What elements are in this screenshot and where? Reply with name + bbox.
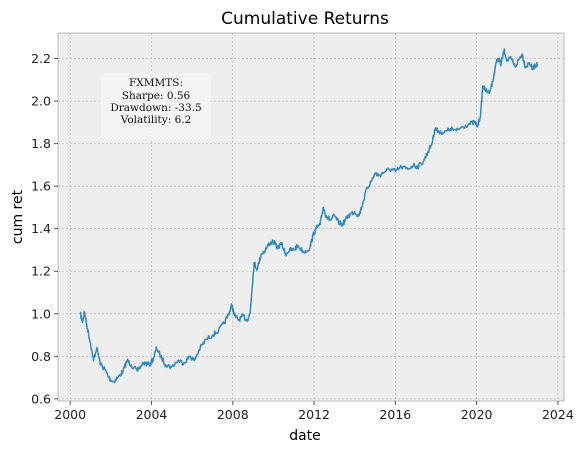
y-tick-label: 0.8: [31, 349, 51, 364]
x-tick-label: 2016: [379, 407, 411, 422]
stats-annotation-box: FXMMTS: Sharpe: 0.56 Drawdown: -33.5 Vol…: [101, 73, 211, 139]
y-tick-label: 1.2: [31, 264, 51, 279]
x-tick-label: 2008: [217, 407, 249, 422]
y-tick-label: 0.6: [31, 391, 51, 406]
y-tick-label: 1.8: [31, 136, 51, 151]
y-tick-label: 1.6: [31, 179, 51, 194]
stats-line-drawdown: Drawdown: -33.5: [110, 102, 201, 114]
y-tick-label: 2.0: [31, 94, 51, 109]
y-axis-ticks: 0.6 0.8 1.0 1.2 1.4 1.6 1.8 2.0 2.2: [31, 51, 58, 406]
x-tick-label: 2012: [298, 407, 330, 422]
y-tick-label: 2.2: [31, 51, 51, 66]
stats-line-sharpe: Sharpe: 0.56: [122, 90, 191, 102]
series-line: [79, 48, 539, 384]
x-axis-ticks: 2000 2004 2008 2012 2016 2020 2024: [54, 401, 574, 422]
grid-lines: [58, 33, 564, 401]
x-tick-label: 2000: [54, 407, 86, 422]
stats-annotation-background: [101, 73, 211, 139]
x-tick-label: 2020: [461, 407, 493, 422]
y-axis-label: cum ret: [10, 189, 26, 244]
stats-line-name: FXMMTS:: [129, 77, 183, 89]
chart-title: Cumulative Returns: [221, 9, 389, 29]
x-tick-label: 2004: [136, 407, 168, 422]
x-tick-label: 2024: [542, 407, 574, 422]
y-tick-label: 1.4: [31, 221, 51, 236]
y-tick-label: 1.0: [31, 306, 51, 321]
x-axis-label: date: [289, 428, 321, 444]
stats-line-volatility: Volatility: 6.2: [120, 114, 192, 126]
